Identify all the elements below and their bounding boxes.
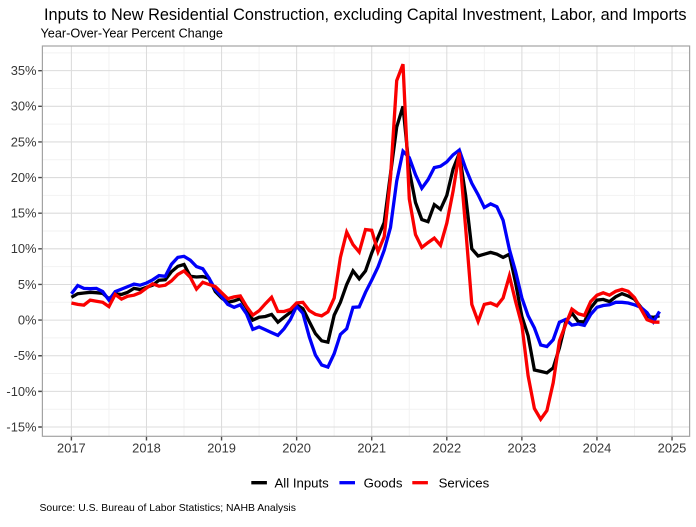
svg-text:Services: Services — [439, 475, 490, 490]
svg-text:0%: 0% — [18, 313, 37, 328]
svg-text:2025: 2025 — [658, 441, 687, 456]
svg-text:-5%: -5% — [14, 348, 37, 363]
svg-text:All Inputs: All Inputs — [275, 475, 330, 490]
svg-text:2024: 2024 — [583, 441, 612, 456]
svg-text:25%: 25% — [11, 134, 37, 149]
svg-text:-10%: -10% — [6, 384, 36, 399]
svg-text:2023: 2023 — [508, 441, 537, 456]
svg-text:2020: 2020 — [282, 441, 311, 456]
svg-text:2019: 2019 — [207, 441, 236, 456]
svg-text:35%: 35% — [11, 63, 37, 78]
svg-text:30%: 30% — [11, 99, 37, 114]
svg-text:-15%: -15% — [6, 419, 36, 434]
svg-text:15%: 15% — [11, 206, 37, 221]
svg-text:20%: 20% — [11, 170, 37, 185]
svg-text:Source: U.S. Bureau of Labor S: Source: U.S. Bureau of Labor Statistics;… — [40, 503, 296, 514]
svg-text:2018: 2018 — [132, 441, 161, 456]
svg-text:2017: 2017 — [57, 441, 86, 456]
svg-text:Year-Over-Year Percent Change: Year-Over-Year Percent Change — [41, 27, 223, 41]
svg-text:10%: 10% — [11, 241, 37, 256]
svg-text:2021: 2021 — [357, 441, 386, 456]
svg-text:Goods: Goods — [364, 475, 403, 490]
svg-text:Inputs to New Residential Cons: Inputs to New Residential Construction, … — [44, 6, 687, 24]
svg-text:2022: 2022 — [432, 441, 461, 456]
svg-text:5%: 5% — [18, 277, 37, 292]
